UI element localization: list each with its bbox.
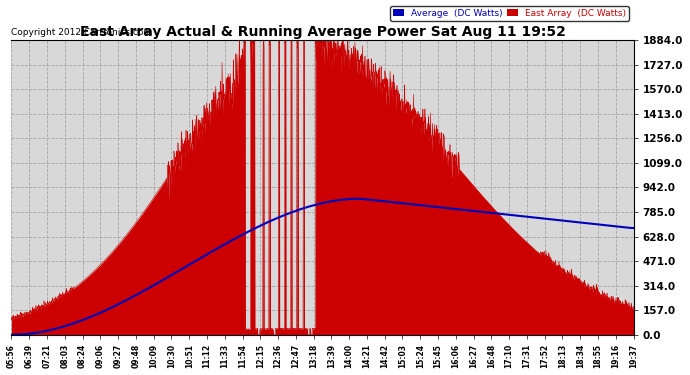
Text: Copyright 2012 Cartronics.com: Copyright 2012 Cartronics.com (12, 28, 152, 37)
Title: East Array Actual & Running Average Power Sat Aug 11 19:52: East Array Actual & Running Average Powe… (79, 25, 565, 39)
Legend: Average  (DC Watts), East Array  (DC Watts): Average (DC Watts), East Array (DC Watts… (391, 6, 629, 21)
